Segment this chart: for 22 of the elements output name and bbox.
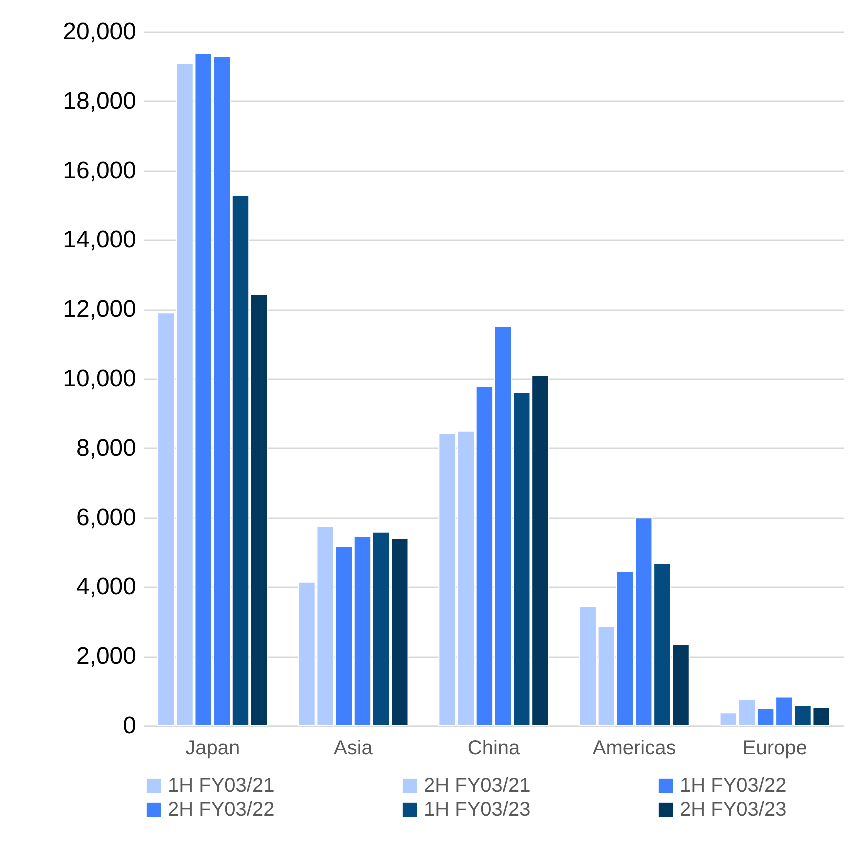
y-tick-label: 2,000: [76, 643, 136, 670]
x-tick-label: Europe: [742, 738, 808, 760]
x-tick-label: Americas: [592, 738, 676, 760]
y-tick-label: 6,000: [76, 504, 136, 532]
legend-label: 1H FY03/23: [424, 799, 531, 821]
y-tick-label: 16,000: [63, 157, 136, 184]
x-tick-label: Asia: [334, 738, 374, 760]
legend-label: 2H FY03/21: [424, 775, 531, 797]
y-tick-label: 18,000: [63, 88, 136, 115]
x-tick-label: China: [468, 738, 521, 760]
y-tick-label: 8,000: [76, 434, 136, 462]
y-tick-label: 12,000: [63, 296, 136, 324]
y-tick-label: 20,000: [63, 18, 136, 46]
x-tick-label: Japan: [186, 738, 240, 760]
legend-label: 1H FY03/22: [680, 775, 787, 797]
legend-label: 2H FY03/23: [680, 799, 787, 821]
y-tick-label: 14,000: [63, 226, 136, 254]
legend-label: 2H FY03/22: [168, 799, 275, 821]
legend-label: 1H FY03/21: [168, 775, 275, 797]
y-tick-label: 0: [123, 712, 136, 740]
y-tick-label: 4,000: [76, 574, 136, 601]
y-tick-label: 10,000: [63, 366, 136, 392]
